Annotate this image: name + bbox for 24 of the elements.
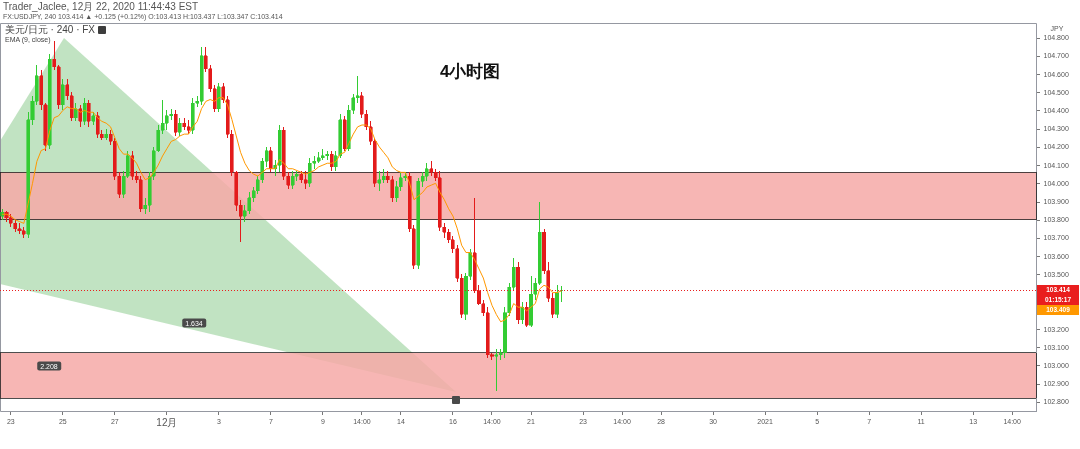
candlestick [524, 301, 529, 328]
candlestick [377, 170, 382, 192]
candlestick [74, 102, 78, 122]
candlestick [82, 97, 87, 126]
candlestick [520, 301, 525, 325]
candlestick [303, 170, 308, 190]
text: Trader_Jaclee, 12月 22, 2020 11:44:43 EST [3, 1, 199, 12]
candlestick [87, 99, 91, 128]
candlestick [217, 82, 221, 113]
candlestick [173, 109, 178, 137]
candlestick [308, 157, 312, 188]
candlestick [329, 150, 334, 172]
candlestick [95, 111, 100, 139]
candlestick [494, 348, 499, 392]
x-tick-label: 12月 [156, 416, 178, 428]
annotation: 美元/日元 · 240 · FX [5, 24, 96, 35]
candlestick [130, 150, 135, 181]
candlestick [178, 117, 182, 137]
candlestick [269, 146, 273, 173]
text: 4小时图 [440, 62, 501, 82]
candlestick [78, 104, 83, 128]
candlestick [390, 175, 395, 203]
candlestick [290, 170, 295, 190]
candlestick [61, 78, 65, 111]
